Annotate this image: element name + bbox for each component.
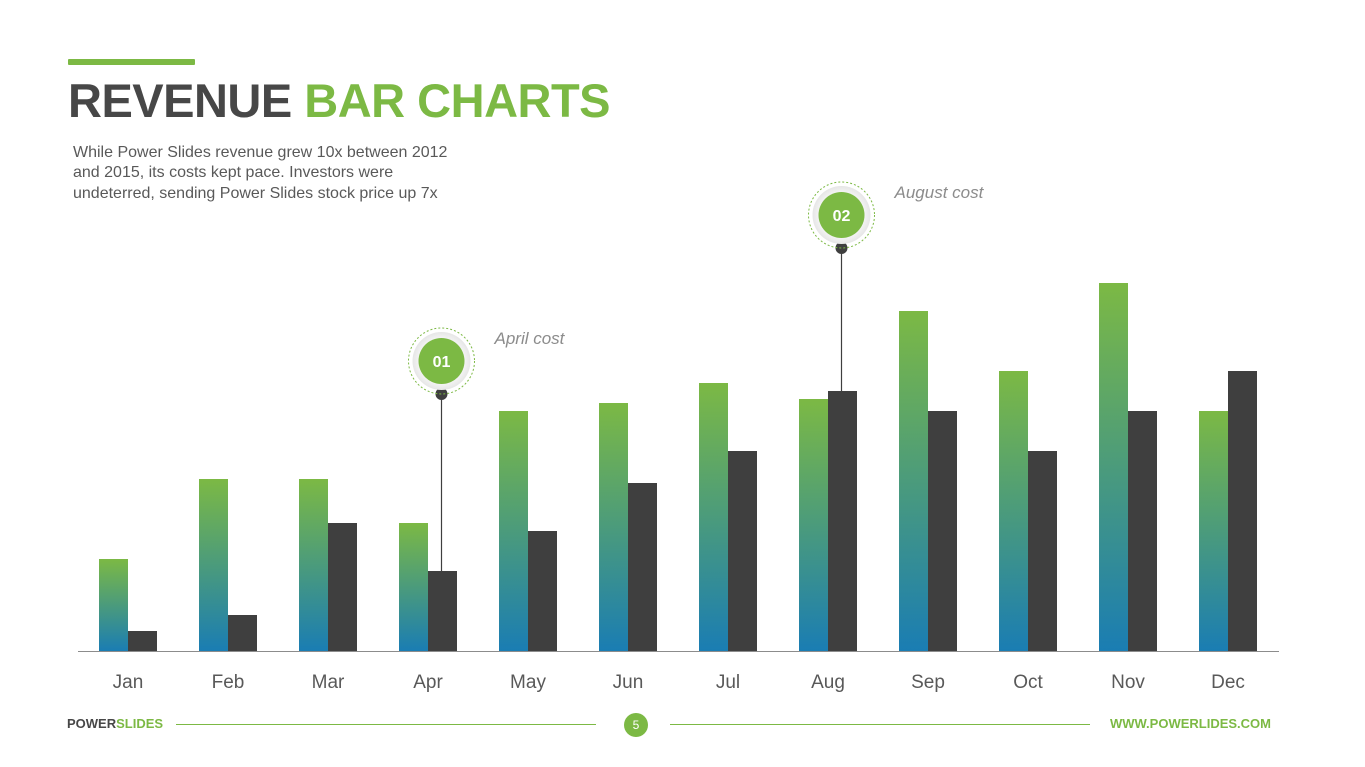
bar-series-1-feb xyxy=(199,479,228,651)
annotations-layer: 01 April cost 02 August cost xyxy=(408,181,985,571)
title-part-1: REVENUE xyxy=(68,74,292,127)
footer-brand-part-1: POWER xyxy=(67,716,117,731)
title-part-2: BAR CHARTS xyxy=(304,74,611,127)
bar-series-2-sep xyxy=(928,411,957,651)
page-title: REVENUE BAR CHARTS xyxy=(68,74,611,128)
description-text: While Power Slides revenue grew 10x betw… xyxy=(73,144,448,202)
bar-series-2-jul xyxy=(728,451,757,651)
footer-divider-right xyxy=(670,724,1090,725)
footer-url[interactable]: WWW.POWERLIDES.COM xyxy=(1109,716,1271,731)
annotation-outer-ring xyxy=(408,327,475,395)
bar-series-2-dec xyxy=(1228,371,1257,651)
bar-series-1-jan xyxy=(99,559,128,651)
bar-series-1-oct xyxy=(999,371,1028,651)
x-tick-label-apr: Apr xyxy=(413,672,443,693)
bar-series-2-apr xyxy=(428,571,457,651)
bar-series-2-jun xyxy=(628,483,657,651)
x-tick-label-feb: Feb xyxy=(212,672,245,693)
footer-brand-part-2: SLIDES xyxy=(116,716,164,731)
bar-series-1-jul xyxy=(699,383,728,651)
annotation-01: 01 April cost xyxy=(408,327,566,571)
x-tick-label-jun: Jun xyxy=(613,672,644,693)
x-tick-label-may: May xyxy=(510,672,546,693)
bars-layer xyxy=(99,283,1257,651)
x-tick-label-mar: Mar xyxy=(312,672,345,693)
bar-series-2-feb xyxy=(228,615,257,651)
x-tick-label-oct: Oct xyxy=(1013,672,1043,693)
x-tick-label-nov: Nov xyxy=(1111,672,1145,693)
bar-series-1-mar xyxy=(299,479,328,651)
footer-brand: POWERSLIDES xyxy=(67,716,163,731)
annotation-number: 01 xyxy=(433,354,451,371)
bar-series-1-jun xyxy=(599,403,628,651)
annotation-02: 02 August cost xyxy=(808,181,985,391)
bar-series-2-jan xyxy=(128,631,157,651)
x-tick-label-aug: Aug xyxy=(811,672,845,693)
bar-series-1-dec xyxy=(1199,411,1228,651)
bar-series-2-oct xyxy=(1028,451,1057,651)
annotation-label: August cost xyxy=(894,183,985,202)
bar-series-2-mar xyxy=(328,523,357,651)
x-tick-labels: Jan Feb Mar Apr May Jun Jul Aug Sep Oct Nov Dec xyxy=(113,672,1245,693)
bar-series-1-aug xyxy=(799,399,828,651)
x-tick-label-sep: Sep xyxy=(911,672,945,693)
annotation-anchor-dot xyxy=(835,242,848,254)
x-tick-label-dec: Dec xyxy=(1211,672,1245,693)
footer-divider-left xyxy=(176,724,596,725)
title-accent-bar xyxy=(68,59,195,65)
bar-series-1-sep xyxy=(899,311,928,651)
bar-series-2-aug xyxy=(828,391,857,651)
x-tick-label-jul: Jul xyxy=(716,672,740,693)
annotation-label: April cost xyxy=(494,329,566,348)
bar-series-1-nov xyxy=(1099,283,1128,651)
bar-series-1-apr xyxy=(399,523,428,651)
annotation-number: 02 xyxy=(833,208,851,225)
annotation-anchor-dot xyxy=(435,388,448,400)
annotation-badge xyxy=(818,192,865,238)
bar-series-1-may xyxy=(499,411,528,651)
bar-series-2-may xyxy=(528,531,557,651)
x-tick-label-jan: Jan xyxy=(113,672,144,693)
annotation-outer-ring xyxy=(808,181,875,249)
page-number-badge: 5 xyxy=(624,713,648,737)
bar-series-2-nov xyxy=(1128,411,1157,651)
annotation-badge xyxy=(418,338,465,384)
